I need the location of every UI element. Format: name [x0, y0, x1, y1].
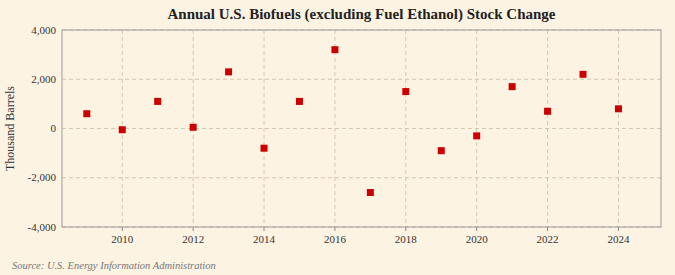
point	[580, 71, 587, 78]
x-grid-line	[264, 30, 265, 227]
y-tick-label: 2,000	[31, 73, 56, 85]
x-tick-label: 2024	[607, 233, 630, 245]
point	[615, 105, 622, 112]
x-tick	[122, 227, 123, 231]
axes: -4,000 -2,000 0 2,000 4,000 2010 2012 2014 2016 2…	[28, 24, 661, 246]
chart: -4,000 -2,000 0 2,000 4,000 2010 2012 2014 2016 2…	[0, 0, 675, 275]
y-grid-line	[62, 177, 661, 178]
x-tick	[476, 227, 477, 231]
x-tick	[618, 227, 619, 231]
y-grid-line	[62, 128, 661, 129]
point	[367, 189, 374, 196]
title: Annual U.S. Biofuels (excluding Fuel Eth…	[168, 6, 556, 23]
x-tick-label: 2014	[253, 233, 276, 245]
point	[154, 98, 161, 105]
point	[402, 88, 409, 95]
x-tick	[193, 227, 194, 231]
points	[83, 46, 622, 196]
point	[190, 124, 197, 131]
point	[473, 132, 480, 139]
x-grid-line	[405, 30, 406, 227]
point	[225, 68, 232, 75]
x-grid-line	[476, 30, 477, 227]
y-tick-label: -2,000	[28, 171, 57, 183]
x-tick	[547, 227, 548, 231]
point	[509, 83, 516, 90]
point	[544, 108, 551, 115]
x-tick	[264, 227, 265, 231]
x-tick-label: 2018	[395, 233, 418, 245]
x-grid-line	[334, 30, 335, 227]
point	[261, 145, 268, 152]
x-grid-line	[618, 30, 619, 227]
point	[296, 98, 303, 105]
y-tick-label: 0	[51, 122, 57, 134]
grid	[62, 30, 661, 227]
plot-frame	[62, 30, 661, 227]
x-tick	[334, 227, 335, 231]
x-tick-label: 2020	[466, 233, 489, 245]
x-grid-line	[547, 30, 548, 227]
point	[331, 46, 338, 53]
x-tick-label: 2012	[182, 233, 204, 245]
y-grid-line	[62, 79, 661, 80]
x-tick-label: 2022	[537, 233, 559, 245]
x-tick	[405, 227, 406, 231]
point	[438, 147, 445, 154]
y-axis-label: Thousand Barrels	[3, 86, 17, 171]
y-tick-label: 4,000	[31, 24, 56, 36]
background	[0, 0, 675, 275]
x-tick-label: 2010	[111, 233, 134, 245]
source-note: Source: U.S. Energy Information Administ…	[12, 260, 216, 271]
point	[119, 126, 126, 133]
point	[83, 110, 90, 117]
x-tick-label: 2016	[324, 233, 347, 245]
y-tick-label: -4,000	[28, 221, 57, 233]
